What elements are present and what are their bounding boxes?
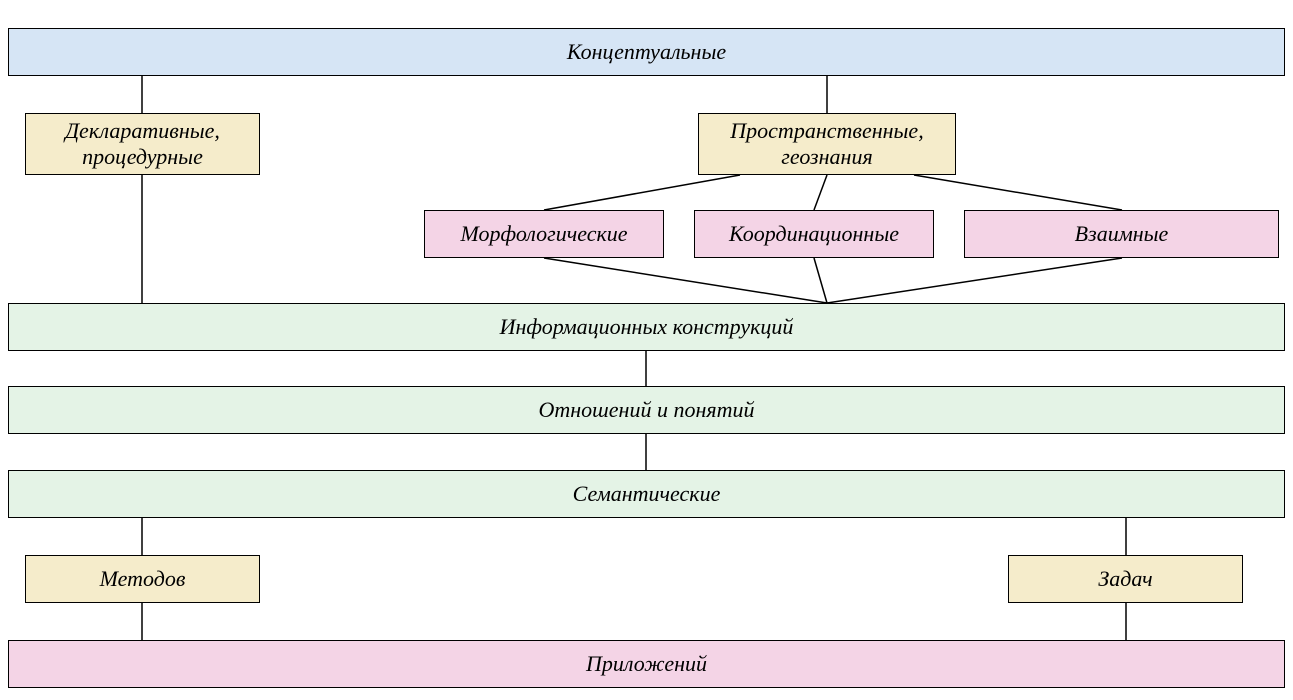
node-info: Информационных конструкций <box>8 303 1285 351</box>
edge-coord-info <box>814 258 827 303</box>
edge-mutual-info <box>827 258 1122 303</box>
node-morph: Морфологические <box>424 210 664 258</box>
node-tasks: Задач <box>1008 555 1243 603</box>
node-apps: Приложений <box>8 640 1285 688</box>
node-declarative: Декларативные,процедурные <box>25 113 260 175</box>
node-mutual: Взаимные <box>964 210 1279 258</box>
node-methods: Методов <box>25 555 260 603</box>
edge-spatial-morph <box>544 175 740 210</box>
node-conceptual: Концептуальные <box>8 28 1285 76</box>
edge-spatial-mutual <box>914 175 1122 210</box>
node-coord: Координационные <box>694 210 934 258</box>
node-semantic: Семантические <box>8 470 1285 518</box>
edge-spatial-coord <box>814 175 827 210</box>
node-spatial: Пространственные,геознания <box>698 113 956 175</box>
edge-morph-info <box>544 258 827 303</box>
node-relations: Отношений и понятий <box>8 386 1285 434</box>
